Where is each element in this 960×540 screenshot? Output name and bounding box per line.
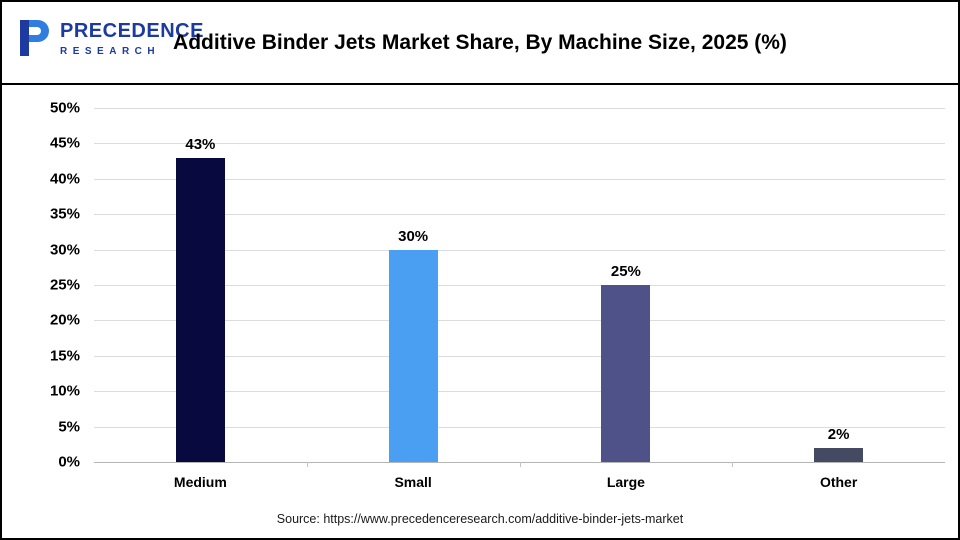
y-tick-label: 25%: [49, 276, 80, 294]
bar-chart-plot-area: 43% Medium 30% Small 25% Large 2% Other: [94, 108, 945, 490]
y-tick-label: 20%: [49, 311, 80, 329]
bar: [388, 249, 438, 462]
y-tick-label: 0%: [58, 453, 80, 471]
bar-value-label: 2%: [827, 425, 850, 443]
category-label: Small: [394, 474, 432, 490]
y-tick-label: 45%: [49, 134, 80, 152]
gridline: [94, 108, 945, 109]
bars-layer: 43% Medium 30% Small 25% Large 2% Other: [94, 108, 945, 490]
category-label: Large: [606, 474, 645, 490]
bar-value-label: 43%: [185, 135, 216, 153]
x-axis-tick: [519, 462, 521, 467]
bar-value-label: 30%: [398, 227, 429, 245]
brand-logo: PRECEDENCE RESEARCH: [18, 18, 204, 58]
x-axis-tick: [306, 462, 308, 467]
gridline: [94, 426, 945, 428]
logo-word-research: RESEARCH: [60, 45, 161, 57]
y-tick-label: 40%: [49, 170, 80, 188]
bar-value-label: 25%: [610, 263, 641, 280]
y-tick-label: 15%: [49, 347, 80, 365]
bar: [175, 157, 225, 462]
y-axis: 0% 5% 10% 15% 20% 25% 30% 35% 40% 45% 50%: [2, 100, 86, 471]
bar-column: 30% Small: [307, 108, 520, 490]
bar: [601, 285, 651, 462]
page-title: Additive Binder Jets Market Share, By Ma…: [173, 30, 787, 54]
gridline: [94, 391, 945, 393]
bar-column: 43% Medium: [94, 108, 307, 490]
gridline: [94, 355, 945, 357]
y-tick-label: 35%: [49, 205, 80, 223]
gridline: [94, 249, 945, 251]
y-tick-label: 10%: [49, 382, 80, 400]
source-text: Source: https://www.precedenceresearch.c…: [276, 512, 684, 526]
y-tick-label: 50%: [49, 99, 80, 117]
logo-text: PRECEDENCE RESEARCH: [60, 20, 204, 57]
gridline: [94, 320, 945, 322]
y-tick-label: 5%: [58, 418, 80, 436]
category-label: Other: [819, 474, 858, 490]
gridline: [94, 178, 945, 180]
precedence-p-icon: [20, 20, 49, 56]
gridline: [94, 285, 945, 286]
bar: [814, 447, 864, 462]
gridline: [94, 143, 945, 145]
header: PRECEDENCE RESEARCH Additive Binder Jets…: [2, 2, 958, 85]
category-label: Medium: [173, 474, 227, 490]
y-tick-label: 30%: [49, 241, 80, 259]
logo-word-precedence: PRECEDENCE: [60, 19, 204, 42]
bar-column: 25% Large: [520, 108, 733, 490]
gridline: [94, 214, 945, 216]
x-axis-tick: [732, 462, 734, 467]
bar-column: 2% Other: [732, 108, 945, 490]
